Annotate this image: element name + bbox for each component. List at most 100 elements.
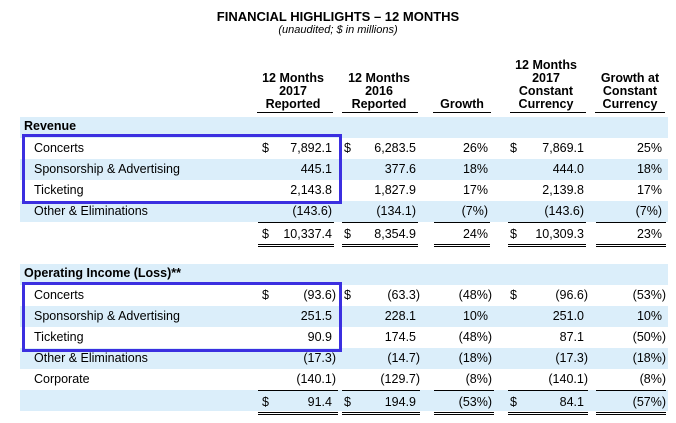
row-band <box>20 306 668 327</box>
value-2017-constant: (143.6) <box>544 204 584 218</box>
total-2017-reported: 91.4 <box>307 395 332 409</box>
currency-symbol: $ <box>510 288 517 302</box>
total-double-rule <box>258 244 334 247</box>
value-growth-constant: (7%) <box>635 204 662 218</box>
value-growth: (8%) <box>465 372 492 386</box>
value-growth: (48%) <box>458 288 492 302</box>
value-2016-reported: 174.5 <box>384 330 416 344</box>
subtotal-rule <box>342 222 418 223</box>
value-growth: (48%) <box>458 330 492 344</box>
currency-symbol: $ <box>510 395 517 409</box>
subtotal-rule <box>434 390 494 391</box>
row-label: Concerts <box>34 141 85 155</box>
highlight-box-revenue <box>22 134 342 204</box>
value-2017-reported: (143.6) <box>292 204 332 218</box>
value-growth-constant: 17% <box>636 183 662 197</box>
currency-symbol: $ <box>510 227 517 241</box>
total-growth: 24% <box>462 227 488 241</box>
section-heading-operating-income: Operating Income (Loss)** <box>24 266 181 280</box>
header-2017-reported: 12 Months 2017 Reported <box>262 71 324 111</box>
row-band <box>20 159 668 180</box>
total-double-rule <box>596 412 666 415</box>
value-2017-reported: (140.1) <box>296 372 336 386</box>
value-2017-reported: (93.6) <box>303 288 336 302</box>
total-growth: (53%) <box>458 395 492 409</box>
total-2017-reported: 10,337.4 <box>283 227 332 241</box>
subtotal-rule <box>258 390 338 391</box>
subtotal-rule <box>434 222 490 223</box>
value-growth: 10% <box>462 309 488 323</box>
value-growth: 18% <box>462 162 488 176</box>
value-2017-reported: 7,892.1 <box>290 141 332 155</box>
header-underline <box>257 112 333 113</box>
value-growth-constant: (18%) <box>632 351 666 365</box>
total-double-rule <box>508 244 586 247</box>
row-band <box>20 117 668 138</box>
value-2017-constant: 2,139.8 <box>542 183 584 197</box>
row-band <box>20 390 668 411</box>
currency-symbol: $ <box>344 395 351 409</box>
row-band <box>20 264 668 285</box>
value-2017-constant: (96.6) <box>555 288 588 302</box>
subtotal-rule <box>258 222 334 223</box>
subtotal-rule <box>508 222 586 223</box>
value-2016-reported: (14.7) <box>387 351 420 365</box>
header-growth-constant-currency: Growth at Constant Currency <box>600 71 660 111</box>
report-subtitle: (unaudited; $ in millions) <box>278 24 398 36</box>
total-double-rule <box>434 412 494 415</box>
row-label: Concerts <box>34 288 85 302</box>
currency-symbol: $ <box>344 288 351 302</box>
value-growth-constant: 10% <box>636 309 662 323</box>
header-growth: Growth <box>440 97 484 111</box>
header-2017-constant-currency: 12 Months 2017 Constant Currency <box>515 58 577 111</box>
total-2017-constant: 10,309.3 <box>535 227 584 241</box>
value-2017-reported: 2,143.8 <box>290 183 332 197</box>
value-2017-constant: 251.0 <box>552 309 584 323</box>
currency-symbol: $ <box>262 141 269 155</box>
section-heading-revenue: Revenue <box>24 119 77 133</box>
value-growth: (7%) <box>461 204 488 218</box>
row-label: Other & Eliminations <box>34 351 148 365</box>
currency-symbol: $ <box>510 141 517 155</box>
value-growth-constant: (8%) <box>639 372 666 386</box>
total-2016-reported: 8,354.9 <box>374 227 416 241</box>
row-label: Other & Eliminations <box>34 204 148 218</box>
value-growth: 17% <box>462 183 488 197</box>
total-double-rule <box>434 244 490 247</box>
header-2016-reported: 12 Months 2016 Reported <box>348 71 410 111</box>
currency-symbol: $ <box>344 141 351 155</box>
value-growth-constant: (50%) <box>632 330 666 344</box>
value-growth: 26% <box>462 141 488 155</box>
value-growth-constant: (53%) <box>632 288 666 302</box>
header-underline <box>342 112 418 113</box>
value-2016-reported: 228.1 <box>384 309 416 323</box>
value-2017-constant: 87.1 <box>559 330 584 344</box>
total-double-rule <box>596 244 666 247</box>
value-2017-reported: 251.5 <box>300 309 332 323</box>
value-growth-constant: 25% <box>636 141 662 155</box>
report-title: FINANCIAL HIGHLIGHTS – 12 MONTHS <box>216 9 460 24</box>
currency-symbol: $ <box>262 227 269 241</box>
total-growth-constant: 23% <box>636 227 662 241</box>
currency-symbol: $ <box>262 288 269 302</box>
value-2017-constant: (17.3) <box>555 351 588 365</box>
header-underline <box>510 112 586 113</box>
value-2017-constant: 444.0 <box>552 162 584 176</box>
total-double-rule <box>508 412 588 415</box>
header-underline <box>433 112 491 113</box>
value-growth: (18%) <box>458 351 492 365</box>
currency-symbol: $ <box>344 227 351 241</box>
row-label: Sponsorship & Advertising <box>34 309 180 323</box>
subtotal-rule <box>508 390 588 391</box>
highlight-box-operating-income <box>22 282 342 352</box>
value-2017-reported: 90.9 <box>307 330 332 344</box>
value-2017-reported: 445.1 <box>300 162 332 176</box>
row-band <box>20 201 668 222</box>
total-growth-constant: (57%) <box>632 395 666 409</box>
value-2016-reported: 1,827.9 <box>374 183 416 197</box>
value-growth-constant: 18% <box>636 162 662 176</box>
row-band <box>20 348 668 369</box>
total-double-rule <box>342 412 420 415</box>
currency-symbol: $ <box>262 395 269 409</box>
header-underline <box>595 112 665 113</box>
